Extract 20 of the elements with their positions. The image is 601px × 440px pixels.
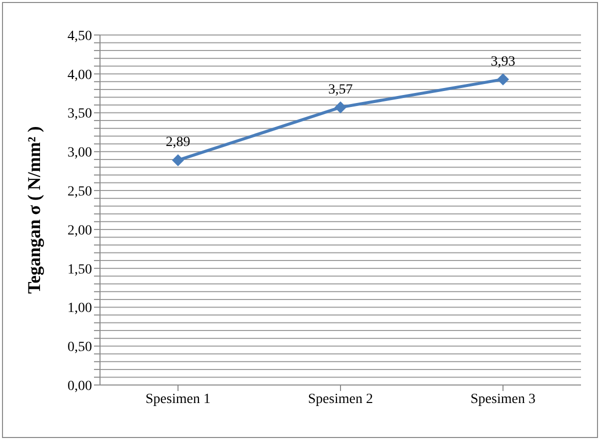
x-tick-label: Spesimen 3 <box>470 392 536 407</box>
point <box>334 101 346 114</box>
y-tick-label: 0,50 <box>68 340 92 356</box>
y-tick-label: 2,50 <box>68 184 92 200</box>
data-label: 2,89 <box>166 135 190 150</box>
y-tick-label: 1,50 <box>68 262 92 278</box>
x-tick-label: Spesimen 1 <box>146 392 210 407</box>
point <box>497 73 509 86</box>
y-tick-label: 1,00 <box>68 301 92 316</box>
y-tick-label: 4,50 <box>68 28 92 44</box>
point <box>172 154 184 166</box>
data-label: 3,93 <box>490 54 516 70</box>
y-tick-label: 0,00 <box>68 378 92 394</box>
y-tick-label: 4,00 <box>68 68 92 83</box>
y-tick-label: 2,00 <box>68 223 92 238</box>
y-tick-label: 3,50 <box>68 106 92 122</box>
y-axis-title: Tegangan σ ( N/mm² ) <box>24 126 44 294</box>
x-tick-label: Spesimen 2 <box>308 392 373 407</box>
y-tick-label: 3,00 <box>68 146 92 161</box>
data-label: 3,57 <box>328 82 353 98</box>
